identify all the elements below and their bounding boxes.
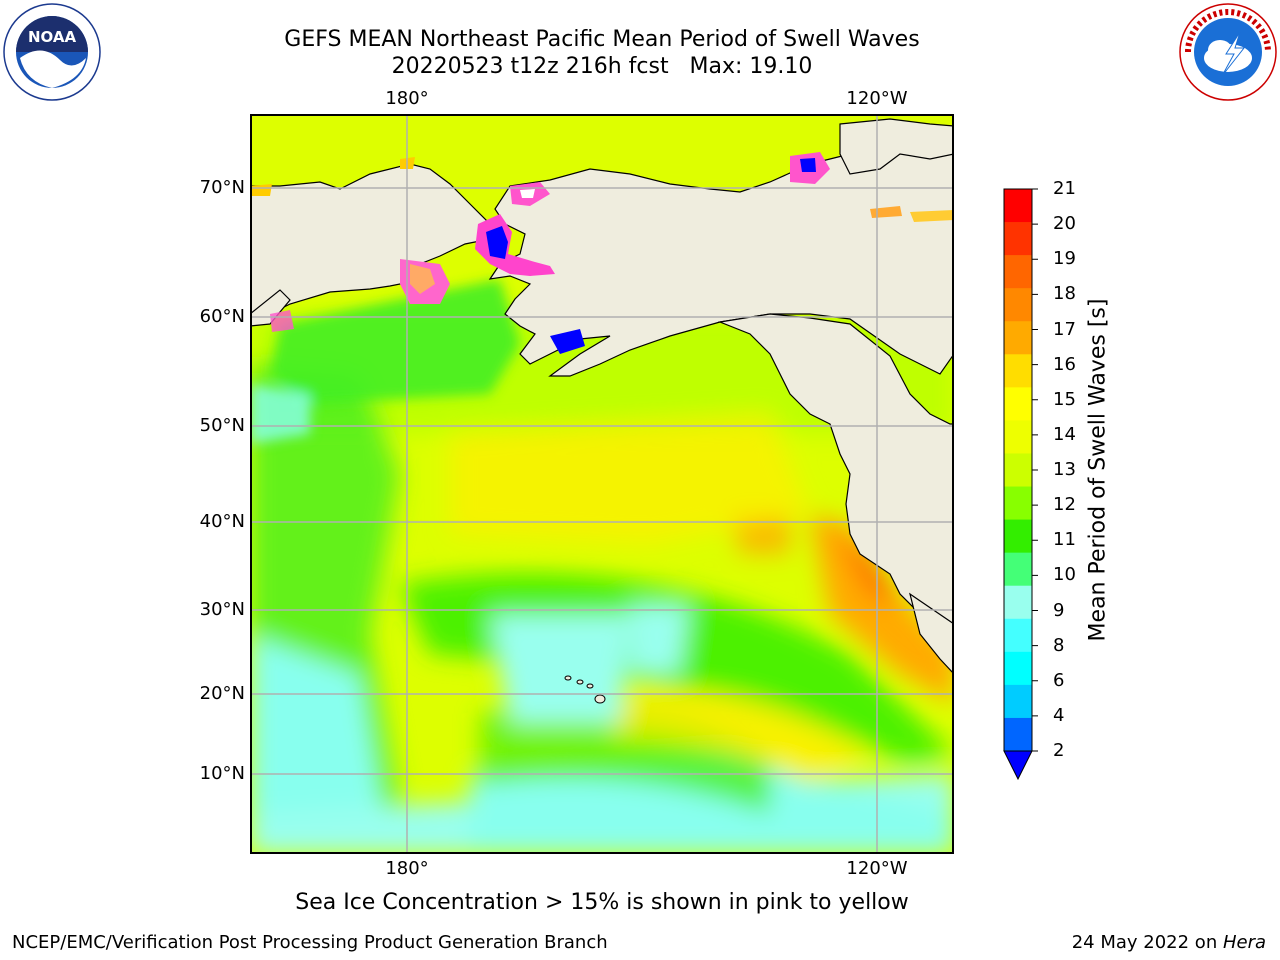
lat-label-20n: 20°N xyxy=(199,683,245,704)
colorbar-tick-label: 4 xyxy=(1053,704,1065,726)
colorbar-segment xyxy=(1004,651,1032,686)
colorbar-segment xyxy=(1004,387,1032,421)
lon-label-top-120w: 120°W xyxy=(846,88,908,109)
nws-logo xyxy=(1179,3,1277,101)
lat-label-30n: 30°N xyxy=(199,599,245,620)
colorbar-segment xyxy=(1004,255,1032,289)
land-north-america xyxy=(717,313,954,666)
colorbar-segment xyxy=(1004,354,1032,388)
land-baja xyxy=(909,592,954,675)
footer-host: Hera xyxy=(1222,932,1266,953)
sea-ice-note: Sea Ice Concentration > 15% is shown in … xyxy=(295,890,909,915)
colorbar xyxy=(1003,188,1038,781)
colorbar-tick-label: 2 xyxy=(1053,740,1065,761)
colorbar-tick-label: 6 xyxy=(1053,669,1065,691)
colorbar-segment xyxy=(1004,222,1032,256)
colorbar-segment xyxy=(1004,420,1032,454)
sea-ice-patches xyxy=(250,152,954,354)
chart-title: GEFS MEAN Northeast Pacific Mean Period … xyxy=(284,27,920,52)
footer-date-text: 24 May 2022 on xyxy=(1071,932,1223,953)
noaa-logo-text: NOAA xyxy=(28,28,77,46)
colorbar-tick-label: 11 xyxy=(1053,529,1076,551)
colorbar-tick-label: 14 xyxy=(1053,423,1076,445)
lon-label-top-180: 180° xyxy=(385,88,429,109)
lon-label-bottom-120w: 120°W xyxy=(846,858,908,879)
colorbar-segment xyxy=(1004,453,1032,488)
map-border xyxy=(250,114,954,854)
colorbar-tick-label: 16 xyxy=(1053,353,1076,375)
footer-date: 24 May 2022 on Hera xyxy=(1072,932,1266,953)
colorbar-segment xyxy=(1004,288,1032,322)
colorbar-tick-label: 20 xyxy=(1053,213,1076,235)
colorbar-segment xyxy=(1004,618,1032,653)
colorbar-segment xyxy=(1004,585,1032,620)
colorbar-tick-label: 18 xyxy=(1053,283,1076,305)
colorbar-tick-label: 13 xyxy=(1053,459,1076,480)
colorbar-tick-label: 19 xyxy=(1053,248,1076,270)
lon-label-bottom-180: 180° xyxy=(385,858,429,879)
map xyxy=(250,114,954,854)
colorbar-tick-label: 10 xyxy=(1053,564,1076,586)
footer-credit: NCEP/EMC/Verification Post Processing Pr… xyxy=(12,932,608,953)
colorbar-tick-label: 9 xyxy=(1053,599,1065,621)
chart-subtitle: 20220523 t12z 216h fcst Max: 19.10 xyxy=(391,54,813,79)
colorbar-tick-label: 21 xyxy=(1053,178,1076,199)
colorbar-segment xyxy=(1004,684,1032,719)
colorbar-tick-label: 17 xyxy=(1053,318,1076,340)
colorbar-underflow-arrow xyxy=(1003,750,1033,781)
colorbar-segment xyxy=(1004,486,1032,521)
lat-label-40n: 40°N xyxy=(199,511,245,532)
colorbar-tick-label: 15 xyxy=(1053,388,1076,410)
colorbar-segment xyxy=(1004,552,1032,587)
colorbar-segment xyxy=(1004,189,1032,223)
gridlines xyxy=(250,114,954,854)
land-arctic-islands xyxy=(839,118,954,175)
colorbar-segment xyxy=(1004,321,1032,355)
lat-label-10n: 10°N xyxy=(199,763,245,784)
hawaii-islands xyxy=(564,675,606,704)
lat-label-60n: 60°N xyxy=(199,306,245,327)
colorbar-tick-label: 12 xyxy=(1053,494,1076,516)
colorbar-title: Mean Period of Swell Waves [s] xyxy=(1085,298,1111,642)
colorbar-segment xyxy=(1004,717,1032,752)
lat-label-50n: 50°N xyxy=(199,415,245,436)
colorbar-tick-label: 8 xyxy=(1053,634,1065,656)
colorbar-segment xyxy=(1004,519,1032,554)
lat-label-70n: 70°N xyxy=(199,177,245,198)
noaa-logo: NOAA xyxy=(3,3,101,101)
